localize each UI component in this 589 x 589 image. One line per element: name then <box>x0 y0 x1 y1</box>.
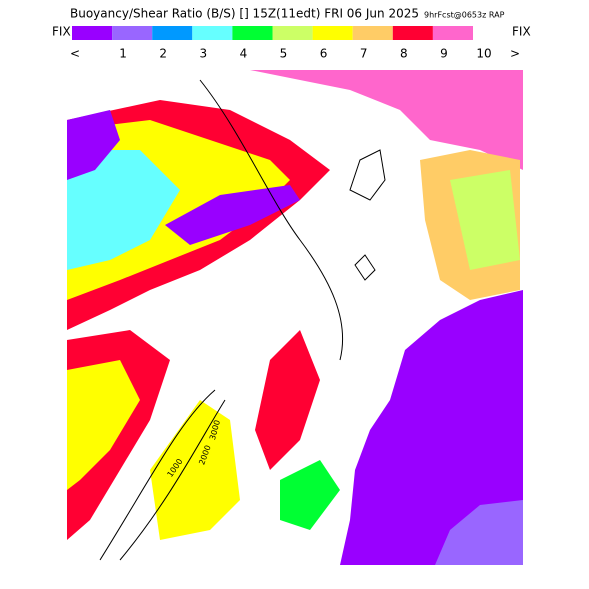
colorbar-tick-label: 7 <box>360 47 368 61</box>
map-area <box>67 70 523 565</box>
colorbar-tick-label: 9 <box>440 47 448 61</box>
colorbar-tick-label: 6 <box>320 47 328 61</box>
colorbar-swatch <box>272 26 313 40</box>
colorbar-swatch <box>192 26 233 40</box>
colorbar-swatch <box>392 26 433 40</box>
colorbar-tick-label: 8 <box>400 47 408 61</box>
colorbar-more: > <box>510 47 520 61</box>
colorbar-swatch <box>312 26 353 40</box>
colorbar-swatch <box>152 26 193 40</box>
colorbar-tick-label: 10 <box>476 47 491 61</box>
colorbar-right-label: FIX <box>512 25 531 39</box>
colorbar: 1 2 3 4 5 6 7 8 9 10 <box>72 26 492 61</box>
colorbar-tick-label: 3 <box>199 47 207 61</box>
colorbar-swatch <box>432 26 473 40</box>
colorbar-left-label: FIX <box>52 25 71 39</box>
colorbar-swatch <box>72 26 113 40</box>
colorbar-tick-label: 4 <box>240 47 248 61</box>
colorbar-tick-label: 1 <box>119 47 127 61</box>
colorbar-swatch <box>232 26 273 40</box>
colorbar-tick-label: 5 <box>280 47 288 61</box>
colorbar-swatch <box>112 26 153 40</box>
title: Buoyancy/Shear Ratio (B/S) [] 15Z(11edt)… <box>70 7 419 21</box>
colorbar-less: < <box>70 47 80 61</box>
subtitle: 9hrFcst@0653z RAP <box>424 11 505 20</box>
colorbar-tick-label: 2 <box>159 47 167 61</box>
colorbar-swatch <box>352 26 393 40</box>
